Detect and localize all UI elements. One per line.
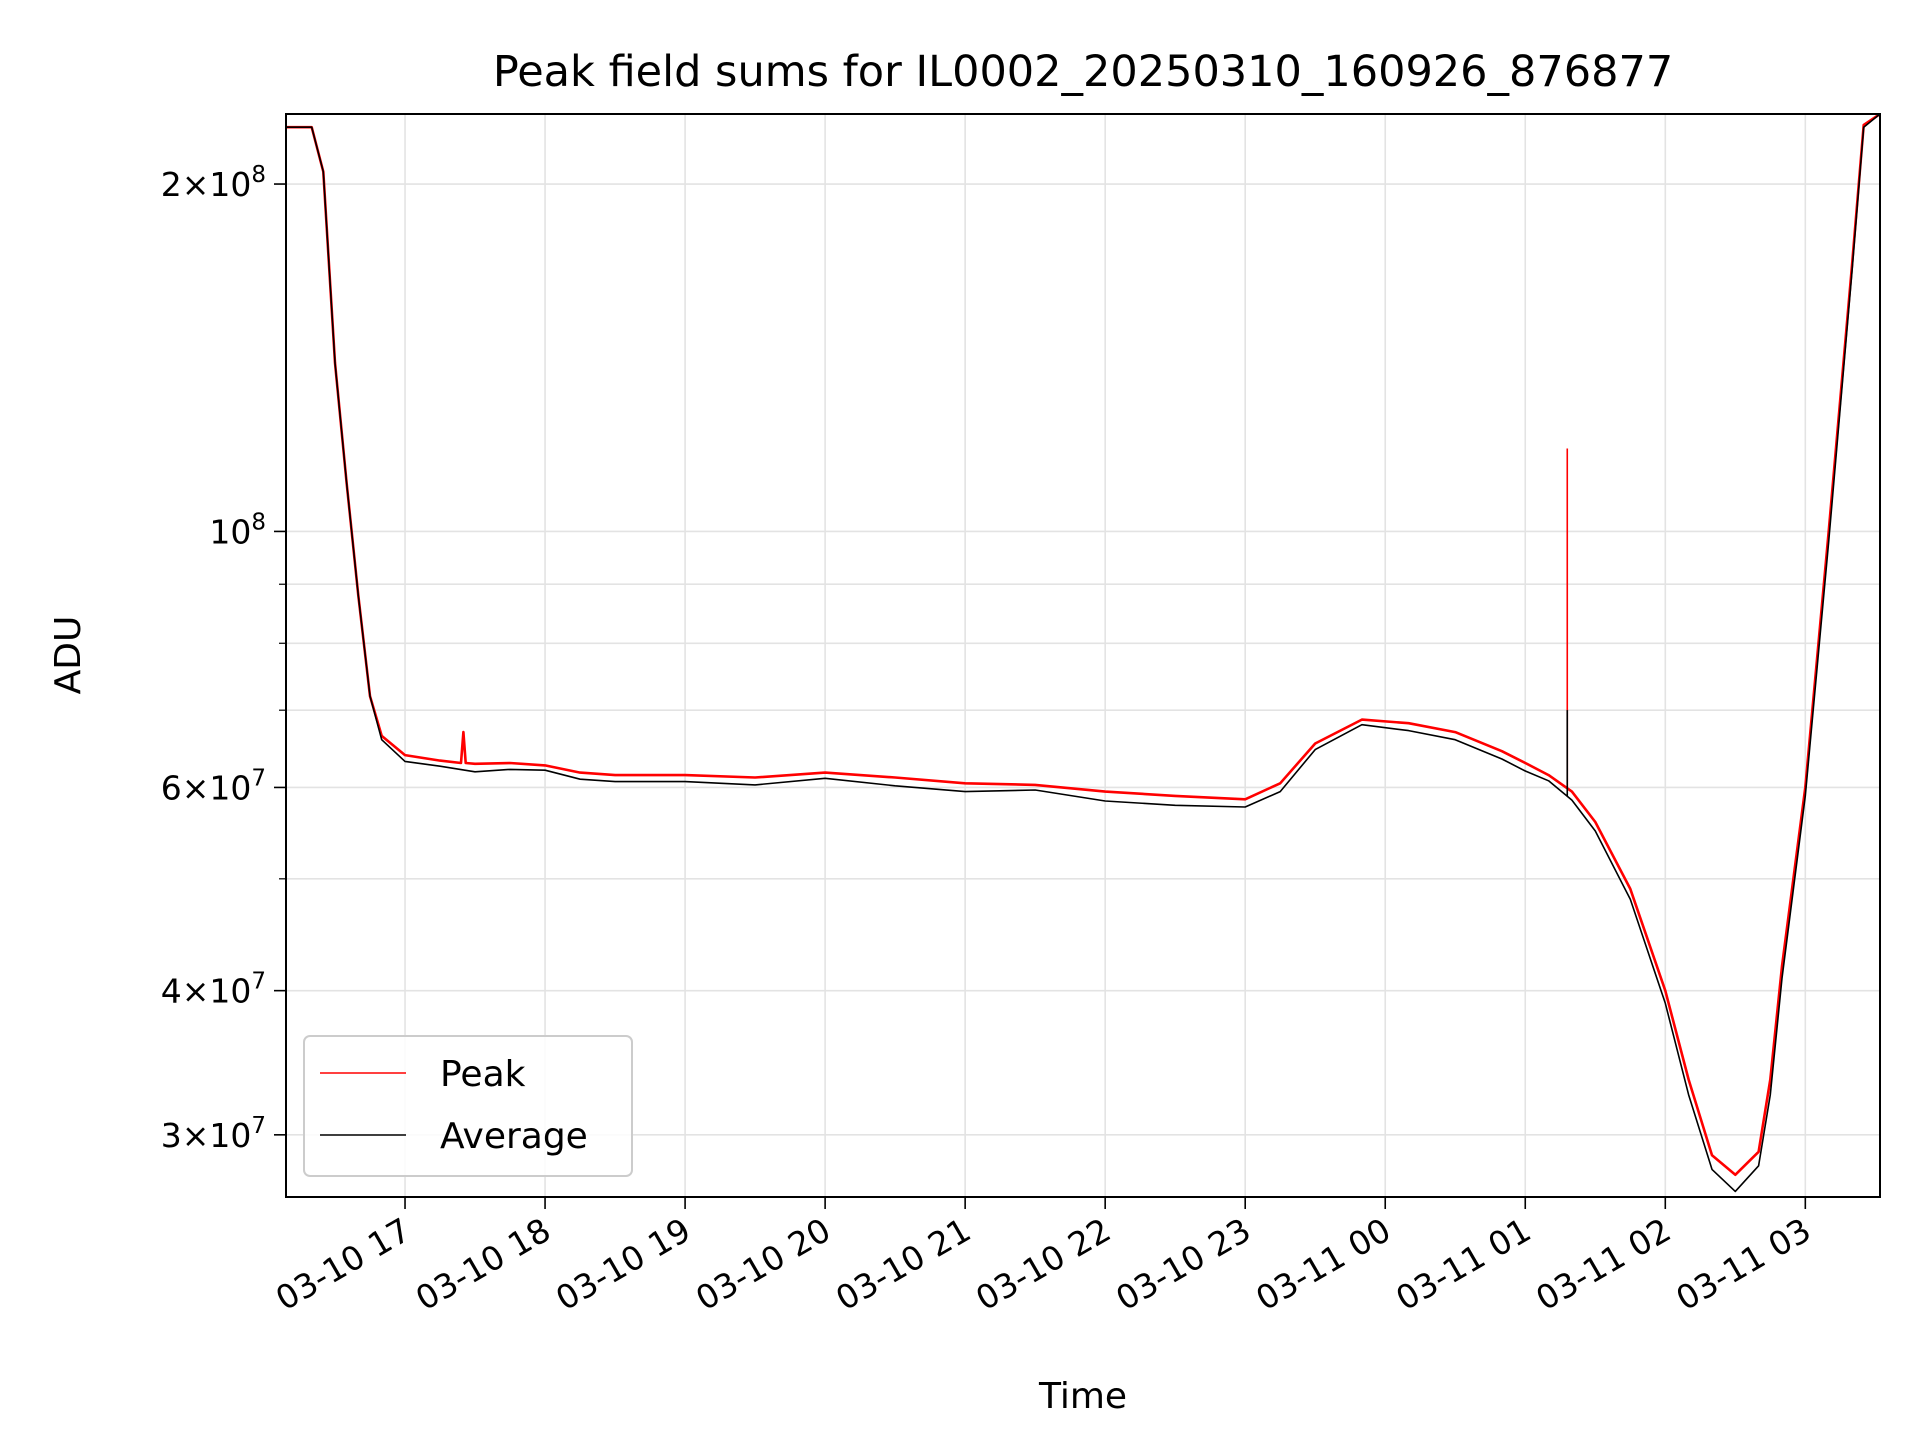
y-tick-label: 3×107 (161, 1113, 266, 1155)
y-tick-label: 6×107 (161, 765, 266, 807)
legend: Peak Average (303, 1035, 633, 1177)
legend-box (303, 1035, 633, 1177)
series-line-peak (286, 114, 1880, 1177)
legend-label-peak: Peak (440, 1054, 526, 1095)
series-layer (286, 114, 1880, 1193)
y-tick-label: 108 (209, 509, 266, 551)
grid-layer (286, 114, 1880, 1197)
plot-frame (285, 113, 1881, 1198)
y-axis-title: ADU (48, 616, 89, 695)
x-axis-title: Time (1038, 1376, 1127, 1417)
series-line-average (286, 114, 1880, 1193)
legend-label-average: Average (440, 1116, 588, 1157)
y-tick-label: 4×107 (161, 969, 266, 1011)
chart-title: Peak field sums for IL0002_20250310_1609… (493, 47, 1673, 97)
y-tick-label: 2×108 (161, 162, 266, 204)
